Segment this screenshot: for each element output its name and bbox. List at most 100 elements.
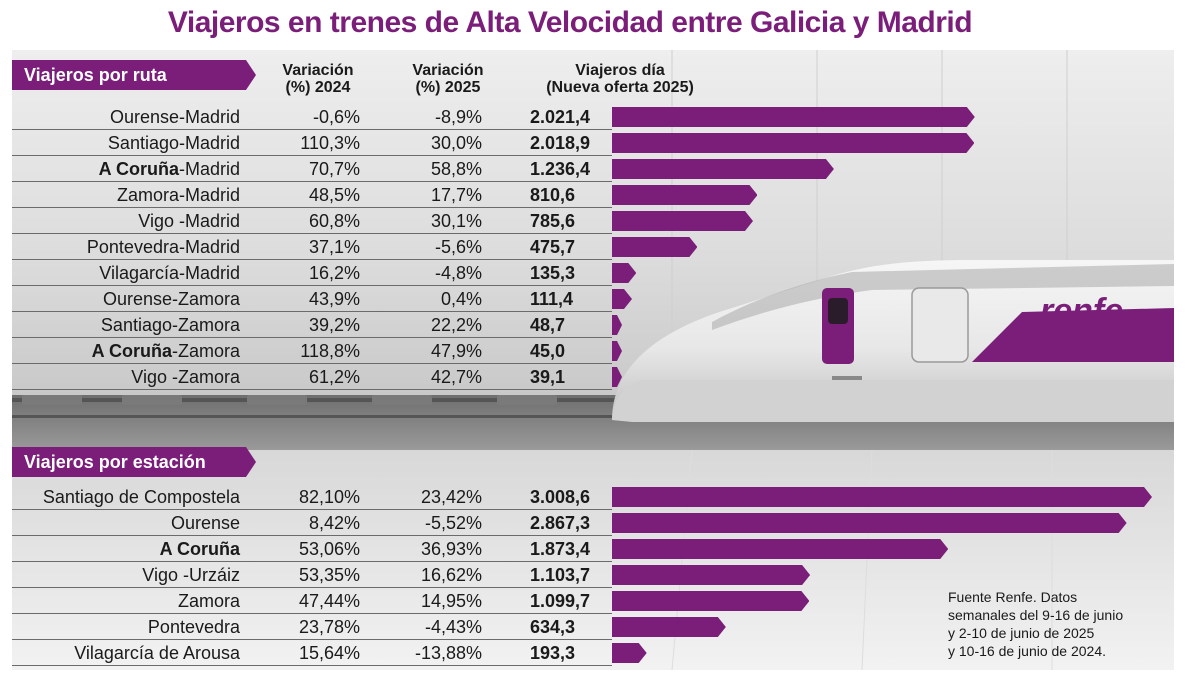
bar-shape	[612, 513, 1127, 533]
bar-shape	[612, 341, 622, 361]
row-separator	[12, 129, 612, 130]
table-row: Zamora 47,44% 14,95% 1.099,7	[12, 588, 612, 614]
daily-travellers-value: 1.103,7	[530, 565, 591, 585]
row-label-text: -Madrid	[178, 159, 240, 179]
row-separator	[12, 285, 612, 286]
var2025-value: 30,1%	[430, 211, 482, 231]
column-header-line: (Nueva oferta 2025)	[546, 79, 694, 96]
bar-shape	[612, 211, 753, 231]
daily-travellers-value: 785,6	[530, 211, 576, 231]
row-separator	[12, 509, 612, 510]
bar-shape	[612, 289, 632, 309]
row-label-text: -Zamora	[171, 341, 240, 361]
var2024-value: 82,10%	[298, 487, 360, 507]
daily-travellers-value: 475,7	[530, 237, 576, 257]
column-header-var2024: Variación (%) 2024	[258, 62, 378, 96]
var2025-value: -4,8%	[434, 263, 482, 283]
row-separator	[12, 587, 612, 588]
row-label-bold: A Coruña	[159, 539, 240, 559]
bar	[612, 617, 726, 637]
table-row: Vilagarcía de Arousa 15,64% -13,88% 193,3	[12, 640, 612, 666]
chart-title: Viajeros en trenes de Alta Velocidad ent…	[167, 6, 973, 39]
bar-shape	[612, 367, 622, 387]
bar	[612, 289, 632, 309]
var2025-value: 58,8%	[430, 159, 482, 179]
row-label-text: Pontevedra-Madrid	[86, 237, 240, 257]
table-row: Santiago-Zamora 39,2% 22,2% 48,7	[12, 312, 612, 338]
bar	[612, 263, 637, 283]
var2025-value: 17,7%	[430, 185, 482, 205]
var2025-value: 14,95%	[420, 591, 482, 611]
var2025-value: 42,7%	[430, 367, 482, 387]
daily-travellers-value: 2.018,9	[530, 133, 591, 153]
var2024-value: 15,64%	[298, 643, 360, 663]
var2024-value: 70,7%	[308, 159, 360, 179]
daily-travellers-value: 810,6	[530, 185, 576, 205]
bar	[612, 185, 758, 205]
row-label-text: Ourense	[170, 513, 240, 533]
row-label: Vigo -Urzáiz	[142, 562, 240, 588]
daily-travellers-value: 2.021,4	[530, 107, 591, 127]
column-header-line: (%) 2025	[415, 79, 481, 96]
var2024-value: 43,9%	[308, 289, 360, 309]
row-label: A Coruña-Madrid	[99, 156, 240, 182]
daily-travellers-value: 111,4	[530, 289, 574, 309]
var2024-value: 61,2%	[308, 367, 360, 387]
bar-shape	[612, 133, 975, 153]
column-header-day: Viajeros día (Nueva oferta 2025)	[520, 62, 720, 96]
var2025-value: -8,9%	[434, 107, 482, 127]
bar	[612, 315, 622, 335]
var2024-value: 48,5%	[308, 185, 360, 205]
var2025-value: 16,62%	[420, 565, 482, 585]
var2024-value: 53,06%	[298, 539, 360, 559]
table-row: Pontevedra-Madrid 37,1% -5,6% 475,7	[12, 234, 612, 260]
row-separator	[12, 535, 612, 536]
row-label: Vigo -Zamora	[131, 364, 240, 390]
table-row: Santiago-Madrid 110,3% 30,0% 2.018,9	[12, 130, 612, 156]
tag-shape	[12, 447, 256, 477]
var2024-value: 53,35%	[298, 565, 360, 585]
renfe-logo: renfe	[1040, 292, 1123, 330]
row-label-text: Zamora	[177, 591, 240, 611]
table-row: Vigo -Madrid 60,8% 30,1% 785,6	[12, 208, 612, 234]
bar	[612, 539, 949, 559]
var2024-value: 110,3%	[300, 133, 360, 153]
tag-shape	[12, 60, 256, 90]
var2025-value: -13,88%	[414, 643, 482, 663]
table-row: Ourense-Zamora 43,9% 0,4% 111,4	[12, 286, 612, 312]
bar	[612, 211, 753, 231]
var2024-value: 47,44%	[298, 591, 360, 611]
column-header-var2025: Variación (%) 2025	[388, 62, 508, 96]
row-label-text: Vigo -Zamora	[131, 367, 240, 387]
row-separator	[12, 181, 612, 182]
bar-shape	[612, 539, 949, 559]
section-label-routes: Viajeros por ruta	[24, 65, 167, 85]
row-separator	[12, 259, 612, 260]
source-note-line: semanales del 9-16 de junio	[948, 607, 1124, 623]
row-label-text: Santiago de Compostela	[42, 487, 240, 507]
bar	[612, 159, 834, 179]
var2024-value: 37,1%	[308, 237, 360, 257]
row-label-text: Vilagarcía-Madrid	[99, 263, 240, 283]
column-header-line: Viajeros día	[575, 62, 665, 79]
row-label: Ourense-Zamora	[103, 286, 240, 312]
bar-shape	[612, 643, 647, 663]
table-row: Ourense-Madrid -0,6% -8,9% 2.021,4	[12, 104, 612, 130]
bar-shape	[612, 565, 811, 585]
daily-travellers-value: 135,3	[530, 263, 576, 283]
row-label-text: Pontevedra	[147, 617, 240, 637]
daily-travellers-value: 634,3	[530, 617, 576, 637]
row-separator	[12, 639, 612, 640]
row-label: Zamora	[178, 588, 240, 614]
row-label: A Coruña-Zamora	[92, 338, 240, 364]
column-header-line: (%) 2024	[285, 79, 351, 96]
table-row: A Coruña-Zamora 118,8% 47,9% 45,0	[12, 338, 612, 364]
bar-shape	[612, 107, 975, 127]
row-label-text: Ourense-Zamora	[102, 289, 240, 309]
daily-travellers-value: 1.236,4	[530, 159, 591, 179]
row-separator	[12, 665, 612, 666]
row-separator	[12, 155, 612, 156]
bar	[612, 643, 647, 663]
var2024-value: 23,78%	[298, 617, 360, 637]
table-row: Santiago de Compostela 82,10% 23,42% 3.008,…	[12, 484, 612, 510]
